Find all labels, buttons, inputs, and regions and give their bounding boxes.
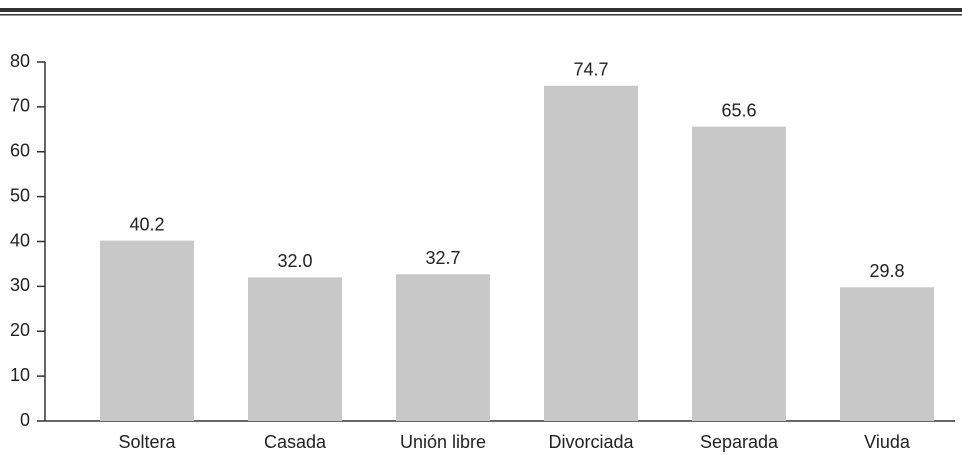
x-tick-label: Unión libre: [400, 432, 486, 452]
y-tick-label: 0: [20, 410, 30, 430]
y-tick-label: 50: [10, 185, 30, 205]
y-tick-label: 80: [10, 51, 30, 71]
top-rule: [0, 8, 962, 12]
x-tick-label: Divorciada: [548, 432, 634, 452]
value-label: 29.8: [869, 261, 904, 281]
y-tick-label: 20: [10, 320, 30, 340]
top-rule-thin: [0, 14, 962, 16]
value-label: 65.6: [721, 100, 756, 120]
value-label: 32.7: [425, 248, 460, 268]
value-label: 74.7: [573, 60, 608, 80]
y-tick-label: 10: [10, 365, 30, 385]
x-tick-label: Casada: [264, 432, 327, 452]
value-label: 40.2: [129, 214, 164, 234]
bar: [544, 85, 638, 421]
y-tick-label: 60: [10, 141, 30, 161]
x-tick-label: Soltera: [118, 432, 176, 452]
bar: [840, 287, 934, 421]
x-tick-label: Viuda: [864, 432, 911, 452]
x-tick-label: Separada: [700, 432, 779, 452]
value-label: 32.0: [277, 251, 312, 271]
bar: [100, 240, 194, 421]
y-tick-label: 70: [10, 96, 30, 116]
bar: [692, 126, 786, 422]
y-tick-label: 40: [10, 230, 30, 250]
y-tick-label: 30: [10, 275, 30, 295]
bar: [248, 277, 342, 421]
bar: [396, 274, 490, 421]
